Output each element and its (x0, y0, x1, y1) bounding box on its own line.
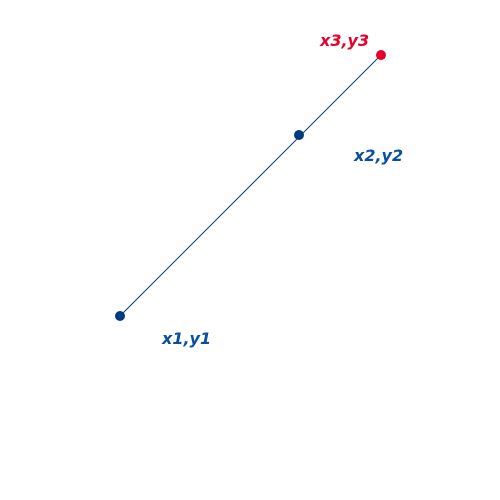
point-1-marker (115, 311, 125, 321)
point-2-marker (294, 130, 304, 140)
point-3-marker (376, 50, 386, 60)
connector-line (119, 54, 382, 317)
point-3-label: x3,y3 (319, 31, 369, 50)
point-1-label: x1,y1 (161, 329, 211, 348)
point-2-label: x2,y2 (353, 146, 403, 165)
